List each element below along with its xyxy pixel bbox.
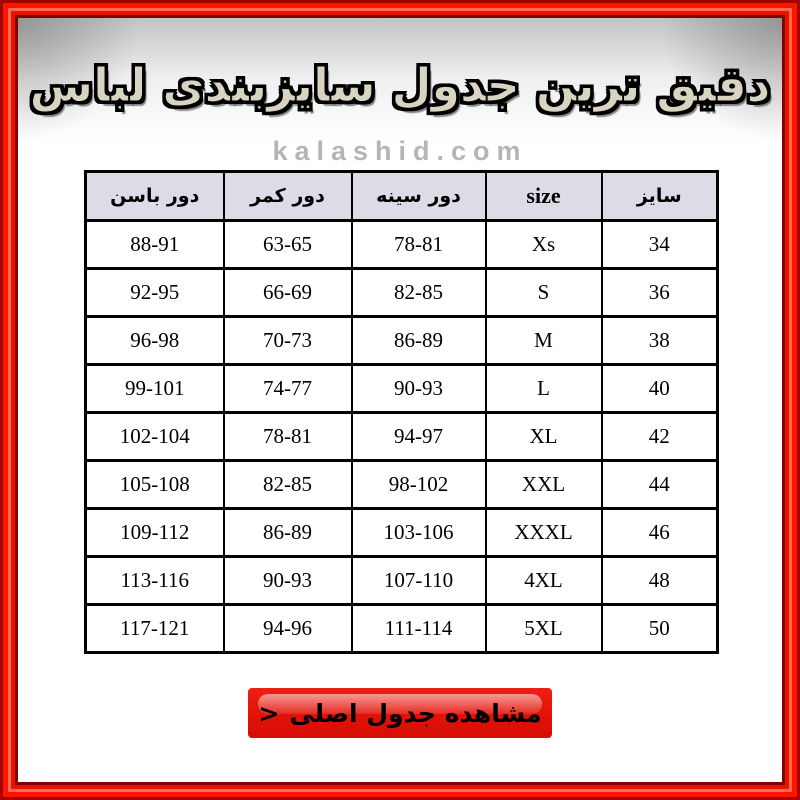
column-header: size [484,170,603,222]
table-cell: 111-114 [350,603,487,654]
table-cell: 82-85 [350,267,487,318]
table-cell: S [484,267,603,318]
table-cell: 86-89 [350,315,487,366]
table-cell: XL [484,411,603,462]
table-cell: 90-93 [350,363,487,414]
column-header: دور کمر [222,170,353,222]
column-header: دور سینه [350,170,487,222]
button-label: مشاهده جدول اصلی [289,698,542,728]
table-cell: 50 [600,603,719,654]
column-header: دور باسن [84,170,225,222]
table-cell: 70-73 [222,315,353,366]
table-row: 46 XXXL 103-106 86-89 109-112 [84,507,719,558]
table-cell: 48 [600,555,719,606]
table-cell: 90-93 [222,555,353,606]
table-cell: 38 [600,315,719,366]
table-cell: 102-104 [84,411,225,462]
table-row: 38 M 86-89 70-73 96-98 [84,315,719,366]
table-cell: XXL [484,459,603,510]
table-cell: 117-121 [84,603,225,654]
content-area: دقیق ترین جدول سایزبندی لباس kalashid.co… [18,18,782,782]
table-cell: L [484,363,603,414]
size-table: سایز size دور سینه دور کمر دور باسن 34 Xs 78-8… [84,170,719,654]
table-cell: 63-65 [222,219,353,270]
table-cell: 113-116 [84,555,225,606]
table-row: 34 Xs 78-81 63-65 88-91 [84,219,719,270]
table-cell: M [484,315,603,366]
table-cell: XXXL [484,507,603,558]
table-cell: 88-91 [84,219,225,270]
view-original-table-button[interactable]: مشاهده جدول اصلی > [248,688,552,738]
table-cell: 92-95 [84,267,225,318]
table-cell: 94-97 [350,411,487,462]
table-cell: 99-101 [84,363,225,414]
table-cell: 74-77 [222,363,353,414]
table-cell: 109-112 [84,507,225,558]
table-cell: 36 [600,267,719,318]
table-cell: 78-81 [222,411,353,462]
column-header: سایز [600,170,719,222]
table-cell: 34 [600,219,719,270]
table-cell: 105-108 [84,459,225,510]
table-cell: 40 [600,363,719,414]
table-cell: 46 [600,507,719,558]
table-header-row: سایز size دور سینه دور کمر دور باسن [84,170,719,222]
table-cell: 66-69 [222,267,353,318]
table-row: 50 5XL 111-114 94-96 117-121 [84,603,719,654]
page-title: دقیق ترین جدول سایزبندی لباس [29,57,771,112]
chevron-right-icon: > [258,698,280,728]
table-cell: 44 [600,459,719,510]
table-cell: 103-106 [350,507,487,558]
table-row: 36 S 82-85 66-69 92-95 [84,267,719,318]
table-cell: 86-89 [222,507,353,558]
table-cell: Xs [484,219,603,270]
table-cell: 42 [600,411,719,462]
table-cell: 5XL [484,603,603,654]
table-cell: 96-98 [84,315,225,366]
table-cell: 82-85 [222,459,353,510]
table-cell: 4XL [484,555,603,606]
table-row: 42 XL 94-97 78-81 102-104 [84,411,719,462]
table-row: 48 4XL 107-110 90-93 113-116 [84,555,719,606]
table-row: 44 XXL 98-102 82-85 105-108 [84,459,719,510]
table-cell: 98-102 [350,459,487,510]
table-row: 40 L 90-93 74-77 99-101 [84,363,719,414]
watermark: kalashid.com [272,136,528,166]
table-cell: 94-96 [222,603,353,654]
table-cell: 107-110 [350,555,487,606]
table-cell: 78-81 [350,219,487,270]
